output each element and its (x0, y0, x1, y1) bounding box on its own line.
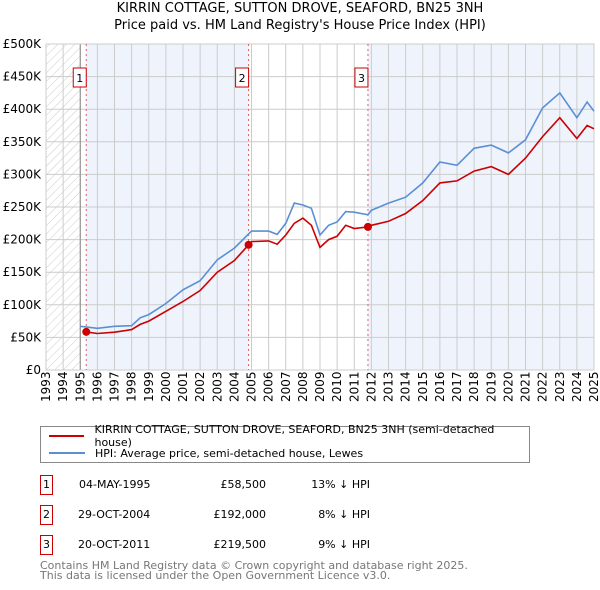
x-tick-label: 1996 (90, 371, 104, 402)
y-tick-label: £500K (3, 37, 43, 51)
sale-hpi-diff: 8% ↓ HPI (318, 508, 370, 521)
y-tick-label: £150K (3, 265, 43, 279)
x-tick-label: 1998 (125, 371, 139, 402)
x-tick-label: 2024 (570, 371, 584, 402)
sale-point (82, 327, 91, 336)
y-tick-label: £350K (3, 135, 43, 149)
x-tick-label: 1999 (142, 371, 156, 402)
x-tick-label: 2018 (467, 371, 481, 402)
x-tick-label: 2011 (347, 371, 361, 402)
sale-marker-box (354, 67, 369, 88)
x-tick-label: 2006 (262, 371, 276, 402)
x-tick-label: 2017 (450, 371, 464, 402)
x-tick-label: 2021 (519, 371, 533, 402)
plot-border (45, 43, 595, 371)
x-tick-label: 2023 (553, 371, 567, 402)
sale-badge: 1 (40, 475, 53, 495)
chart-subtitle: Price paid vs. HM Land Registry's House … (114, 18, 486, 33)
x-tick-label: 2001 (176, 371, 190, 402)
sale-marker-label: 3 (358, 72, 365, 85)
sale-marker-label: 1 (76, 72, 83, 85)
legend: KIRRIN COTTAGE, SUTTON DROVE, SEAFORD, B… (40, 423, 530, 463)
x-tick-label: 2000 (159, 371, 173, 402)
legend-property-swatch (49, 435, 85, 437)
x-tick-label: 2007 (279, 371, 293, 402)
sale-price: £58,500 (220, 478, 267, 491)
x-tick-label: 2009 (313, 371, 327, 402)
y-tick-label: £100K (3, 298, 43, 312)
x-tick-label: 2003 (210, 371, 224, 402)
sale-price: £192,000 (213, 508, 267, 521)
property-series-line (86, 116, 595, 335)
legend-property-label: KIRRIN COTTAGE, SUTTON DROVE, SEAFORD, B… (94, 423, 495, 449)
x-tick-label: 2012 (364, 371, 378, 402)
x-tick-label: 2014 (399, 371, 413, 402)
chart-title: KIRRIN COTTAGE, SUTTON DROVE, SEAFORD, B… (116, 1, 484, 16)
y-tick-label: £300K (3, 167, 43, 181)
legend-hpi-swatch (49, 452, 85, 454)
footer-licence: This data is licensed under the Open Gov… (40, 569, 391, 582)
x-tick-label: 2016 (433, 371, 447, 402)
footer-copyright: Contains HM Land Registry data © Crown c… (40, 559, 468, 572)
y-tick-label: £450K (3, 70, 43, 84)
sale-marker-box (235, 67, 250, 88)
sale-point (363, 222, 372, 231)
sale-date: 29-OCT-2004 (78, 508, 151, 521)
y-tick-label: £50K (10, 330, 42, 344)
price-chart: 1993 1994 1995 1996 1997 1998 1999 2000 2001 2002… (3, 37, 600, 402)
legend-hpi-label: HPI: Average price, semi-detached house,… (95, 446, 364, 460)
x-tick-label: 1995 (73, 371, 87, 402)
sale-marker-box (72, 67, 87, 88)
x-tick-label: 2004 (227, 371, 241, 402)
y-tick-label: £0 (26, 363, 41, 377)
x-tick-label: 2002 (193, 371, 207, 402)
sale-badge: 2 (40, 505, 53, 525)
sale-date: 20-OCT-2011 (78, 538, 151, 551)
x-tick-label: 2015 (416, 371, 430, 402)
x-tick-label: 2010 (330, 371, 344, 402)
x-tick-label: 2022 (536, 371, 550, 402)
x-tick-label: 1994 (56, 371, 70, 402)
sale-marker-label: 2 (239, 72, 246, 85)
x-tick-label: 2013 (382, 371, 396, 402)
hpi-series-line (80, 91, 595, 330)
sale-hpi-diff: 13% ↓ HPI (311, 478, 370, 491)
y-tick-label: £200K (3, 233, 43, 247)
x-tick-label: 1997 (108, 371, 122, 402)
y-tick-label: £250K (3, 200, 43, 214)
y-tick-label: £400K (3, 102, 43, 116)
x-tick-label: 2008 (296, 371, 310, 402)
sale-hpi-diff: 9% ↓ HPI (318, 538, 370, 551)
sale-date: 04-MAY-1995 (79, 478, 151, 491)
x-tick-label: 2020 (501, 371, 515, 402)
sale-badge: 3 (40, 535, 53, 555)
x-tick-label: 2005 (245, 371, 259, 402)
sale-price: £219,500 (213, 538, 267, 551)
x-tick-label: 2019 (484, 371, 498, 402)
sale-point (244, 240, 253, 249)
x-tick-label: 1993 (39, 371, 53, 402)
x-tick-label: 2025 (587, 371, 600, 402)
